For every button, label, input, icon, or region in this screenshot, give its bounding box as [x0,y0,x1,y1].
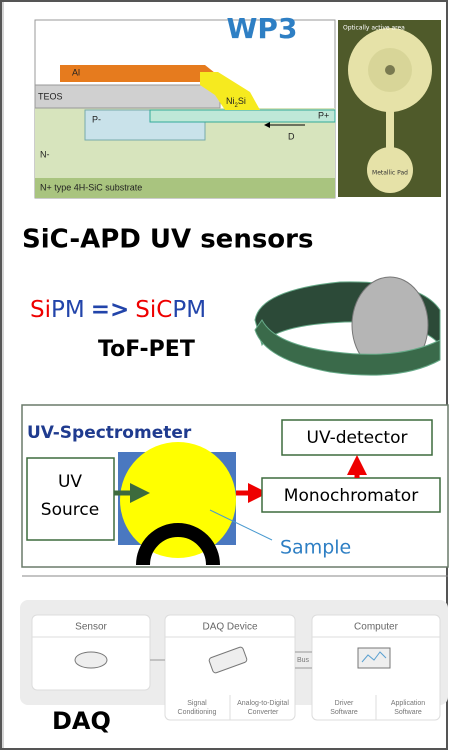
pet-label: ToF-PET [98,337,195,362]
label: Computer [354,622,399,633]
cross-section: Al TEOS Ni2Si P+ P- D N- N+ type 4H-SiC … [34,19,336,199]
label: TEOS [38,91,63,101]
label: Software [394,709,422,716]
label: Optically active area [343,25,405,32]
pet-illustration [254,276,441,376]
label: Bus [297,657,310,664]
daq-diagram: Sensor DAQ Device Signal Conditioning An… [20,600,448,721]
label: D [288,131,295,141]
label: Sensor [75,622,107,633]
label: DAQ Device [202,622,257,633]
spectrometer: UV-Spectrometer UV Source Monochromator … [21,404,449,568]
label: Driver [335,700,354,707]
label: Analog-to-Digital [237,700,289,707]
label: Signal [187,700,207,707]
label: Application [391,700,425,707]
label: Software [330,709,358,716]
label: P+ [318,110,329,120]
box-label: Monochromator [284,486,418,506]
label: Metallic Pad [372,170,408,177]
label: Ni2Si [226,96,246,108]
sample-label: Sample [280,537,351,559]
box-label: UV-detector [307,428,408,448]
label: Conditioning [178,709,217,716]
label: Converter [248,709,279,716]
box-label: Source [41,500,99,520]
section-title: SiC-APD UV sensors [22,225,313,255]
spectrometer-title: UV-Spectrometer [27,423,192,443]
wp-title: WP3 [227,12,298,45]
daq-title: DAQ [52,707,111,735]
sensor-photo: Optically active area Metallic Pad [338,20,441,197]
label: N+ type 4H-SiC substrate [40,182,142,192]
label: N- [40,149,50,159]
box-label: UV [58,472,82,492]
sipm-line: SiPM => SiCPM [30,297,206,323]
label: Al [72,67,80,77]
label: P- [92,114,101,124]
